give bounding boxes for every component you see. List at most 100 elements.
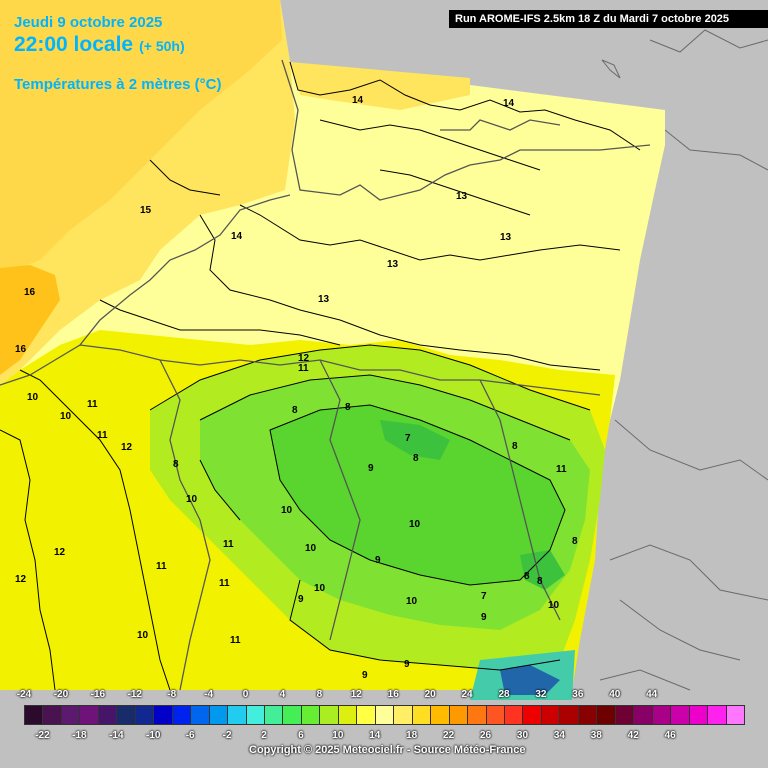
alps-cold-area	[500, 665, 560, 695]
isotherm-label: 14	[231, 231, 243, 242]
outer-borders	[274, 0, 768, 691]
isotherm-label: 8	[173, 459, 179, 470]
legend-swatch	[522, 705, 542, 725]
forecast-date: Jeudi 9 octobre 2025	[14, 14, 163, 31]
parameter-title: Températures à 2 mètres (°C)	[14, 76, 222, 93]
legend-bottom-label: -22	[35, 730, 50, 741]
sea-area-15c	[0, 0, 282, 275]
isotherm-label: 16	[15, 344, 27, 355]
legend-top-label: 24	[461, 689, 473, 700]
legend-bottom-label: 18	[406, 730, 418, 741]
legend-swatch	[300, 705, 321, 725]
legend-bottom-label: -2	[222, 730, 232, 741]
legend-top-label: -24	[16, 689, 32, 700]
legend-swatch	[79, 705, 99, 725]
isotherm-label: 11	[219, 578, 230, 589]
isotherm-label: 11	[156, 561, 167, 572]
legend-swatch	[227, 705, 247, 725]
isotherm-label-group: 14 14 14 15 13 13 13 13 16 16 12 11 10 1…	[15, 95, 578, 681]
legend-swatch	[97, 705, 118, 725]
legend-bottom-label: 38	[590, 730, 602, 741]
legend-bottom-label: 6	[298, 730, 304, 741]
isotherm-lines	[0, 61, 641, 691]
legend-swatch	[670, 705, 690, 725]
legend-swatch	[504, 705, 524, 725]
isotherm-label: 8	[537, 576, 543, 587]
legend-top-label: 20	[424, 689, 436, 700]
isotherm-label: 11	[230, 635, 241, 646]
isotherm-label: 14	[503, 98, 515, 109]
isotherm-label: 10	[281, 505, 293, 516]
isotherm-label: 12	[15, 574, 27, 585]
isotherm-label: 8	[413, 453, 419, 464]
legend-bottom-label: 22	[443, 730, 455, 741]
legend-swatch	[264, 705, 284, 725]
legend-swatch	[577, 705, 598, 725]
area-7c-east	[520, 550, 565, 590]
legend-swatch	[282, 705, 302, 725]
legend-bottom-label: 14	[369, 730, 381, 741]
isotherm-label: 16	[24, 287, 36, 298]
isotherm-label: 9	[404, 659, 410, 670]
legend-swatch	[633, 705, 653, 725]
legend-top-label: 12	[350, 689, 362, 700]
isotherm-label: 12	[54, 547, 66, 558]
legend-top-label: -8	[167, 689, 177, 700]
legend-swatch	[485, 705, 505, 725]
legend-swatch	[596, 705, 616, 725]
isotherm-label: 11	[556, 464, 567, 475]
legend-swatch	[393, 705, 413, 725]
area-8c	[270, 405, 565, 585]
isotherm-label: 13	[500, 232, 512, 243]
legend-top-label: -4	[204, 689, 214, 700]
legend-bottom-label: 30	[516, 730, 529, 741]
legend-swatch	[319, 705, 339, 725]
legend-swatch	[190, 705, 210, 725]
isotherm-label: 10	[314, 583, 326, 594]
borders	[0, 59, 651, 691]
legend-swatch	[725, 705, 745, 725]
isotherm-label: 12	[298, 353, 310, 364]
legend-bottom-label: -6	[185, 730, 195, 741]
legend-swatch	[448, 705, 469, 725]
legend-top-label: 28	[498, 689, 510, 700]
isotherm-label: 10	[137, 630, 149, 641]
isotherm-label: 7	[405, 433, 411, 444]
legend-bottom-label: 26	[479, 730, 492, 741]
legend-top-label: -20	[53, 689, 69, 700]
legend-swatch	[208, 705, 229, 725]
color-legend: -24 -20 -16 -12 -8 -4 0 4 8 12 16 20 24 28 32 36 40 44 -22…	[17, 689, 748, 747]
forecast-time: 22:00 locale (+ 50h)	[14, 33, 185, 57]
legend-swatch	[24, 705, 44, 725]
legend-swatch	[707, 705, 727, 725]
isotherm-label: 9	[368, 463, 374, 474]
isotherm-label: 8	[292, 405, 298, 416]
isotherm-label: 10	[305, 543, 317, 554]
legend-bottom-label: 10	[332, 730, 344, 741]
isotherm-label: 8	[345, 402, 351, 413]
isotherm-label: 9	[481, 612, 487, 623]
legend-swatch	[171, 705, 192, 725]
isotherm-label: 11	[223, 539, 234, 550]
isotherm-label: 10	[548, 600, 560, 611]
legend-bottom-label: -18	[72, 730, 87, 741]
isotherm-label: 7	[481, 591, 487, 602]
legend-bottom-label: 2	[261, 730, 267, 741]
isotherm-label: 13	[318, 294, 330, 305]
isotherm-label: 13	[456, 191, 468, 202]
isotherm-label: 10	[406, 596, 418, 607]
legend-bottom-label: 42	[627, 730, 639, 741]
isotherm-label: 8	[512, 441, 518, 452]
forecast-lead-time: (+ 50h)	[139, 38, 185, 54]
isotherm-label: 10	[186, 494, 198, 505]
isotherm-label: 9	[375, 555, 381, 566]
legend-top-label: 0	[242, 689, 249, 700]
legend-swatch	[356, 705, 376, 725]
legend-swatch	[430, 705, 450, 725]
run-info-banner: Run AROME-IFS 2.5km 18 Z du Mardi 7 octo…	[449, 10, 768, 28]
sea-area-16c	[0, 265, 60, 375]
area-7c	[380, 420, 450, 460]
north-coast-14c	[290, 62, 470, 110]
